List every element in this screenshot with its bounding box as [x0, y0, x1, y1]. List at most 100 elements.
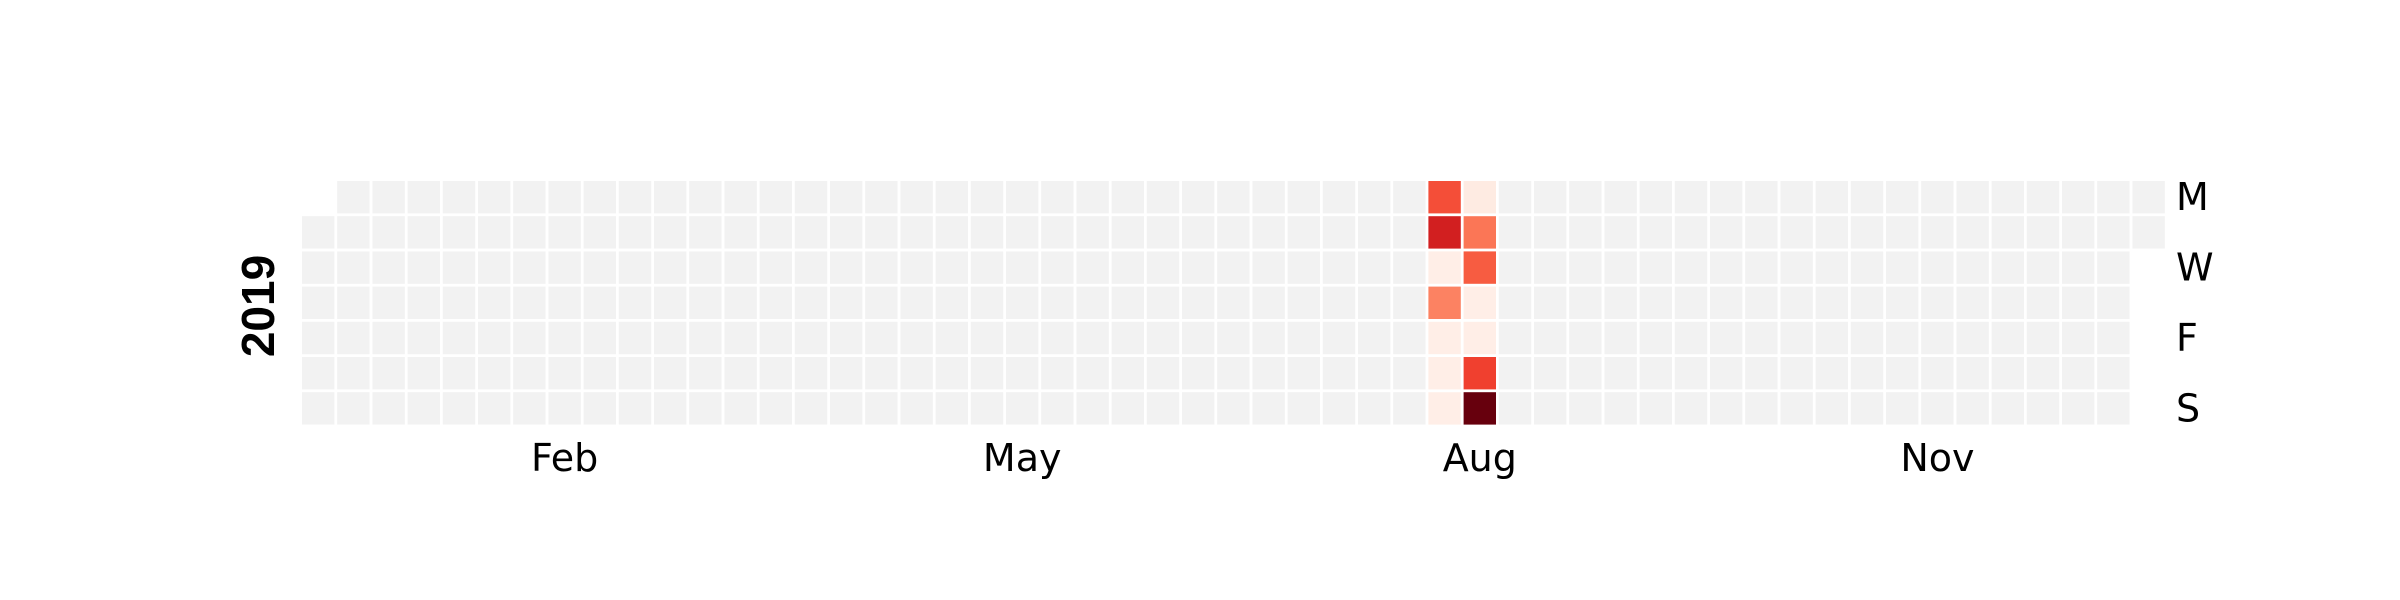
heatmap-cell-2019-04-13 — [794, 357, 828, 390]
heatmap-cell-2019-06-22 — [1146, 357, 1180, 390]
year-label: 2019 — [232, 255, 284, 357]
weekday-tick-s-row6: S — [2176, 386, 2200, 430]
heatmap-cell-2019-10-01 — [1674, 216, 1708, 249]
heatmap-cell-2019-06-11 — [1111, 216, 1144, 249]
heatmap-cell-2019-06-24 — [1182, 181, 1215, 214]
heatmap-cell-2019-03-16 — [654, 357, 687, 390]
heatmap-cell-2019-06-26 — [1182, 251, 1215, 284]
heatmap-cell-2019-09-26 — [1639, 286, 1672, 319]
heatmap-cell-2019-03-23 — [689, 357, 722, 390]
heatmap-cell-2019-04-04 — [759, 286, 792, 319]
heatmap-cell-2019-06-05 — [1076, 251, 1109, 284]
heatmap-cell-2019-11-12 — [1886, 216, 1919, 249]
heatmap-cell-2019-03-27 — [724, 251, 757, 284]
heatmap-cell-2019-08-28 — [1498, 251, 1532, 284]
heatmap-cell-2019-01-11 — [337, 321, 370, 355]
heatmap-cell-2019-12-04 — [1991, 251, 2024, 284]
heatmap-cell-2019-08-12 — [1428, 181, 1461, 214]
heatmap-cell-2019-06-18 — [1146, 216, 1180, 249]
heatmap-cell-2019-01-01 — [302, 216, 335, 249]
heatmap-cell-2019-12-09 — [2026, 181, 2060, 214]
heatmap-cell-2019-09-15 — [1569, 392, 1602, 425]
heatmap-cell-2019-07-02 — [1217, 216, 1250, 249]
heatmap-cell-2019-01-26 — [407, 357, 440, 390]
heatmap-cell-2019-08-31 — [1498, 357, 1532, 390]
heatmap-cell-2019-07-14 — [1252, 392, 1285, 425]
heatmap-cell-2019-05-15 — [970, 251, 1004, 284]
heatmap-cell-2019-11-22 — [1921, 321, 1954, 355]
heatmap-cell-2019-12-14 — [2026, 357, 2060, 390]
heatmap-cell-2019-07-11 — [1252, 286, 1285, 319]
heatmap-cell-2019-03-14 — [654, 286, 687, 319]
heatmap-cell-2019-12-02 — [1991, 181, 2024, 214]
heatmap-cell-2019-05-07 — [935, 216, 968, 249]
heatmap-cell-2019-12-23 — [2097, 181, 2130, 214]
heatmap-cell-2019-04-24 — [865, 251, 898, 284]
heatmap-cell-2019-08-07 — [1393, 251, 1426, 284]
month-tick-labels: Feb May Aug Nov — [531, 436, 1975, 480]
heatmap-cell-2019-04-02 — [759, 216, 792, 249]
heatmap-cell-2019-12-20 — [2062, 321, 2095, 355]
heatmap-cell-2019-06-29 — [1182, 357, 1215, 390]
heatmap-cell-2019-11-20 — [1921, 251, 1954, 284]
heatmap-cell-2019-07-12 — [1252, 321, 1285, 355]
heatmap-cell-2019-12-15 — [2026, 392, 2060, 425]
heatmap-cell-2019-09-16 — [1604, 181, 1637, 214]
heatmap-cell-2019-01-18 — [372, 321, 405, 355]
heatmap-cell-2019-03-30 — [724, 357, 757, 390]
heatmap-cell-2019-03-05 — [618, 216, 652, 249]
heatmap-cell-2019-10-08 — [1710, 216, 1743, 249]
heatmap-cell-2019-11-10 — [1850, 392, 1884, 425]
heatmap-cell-2019-09-17 — [1604, 216, 1637, 249]
heatmap-cell-2019-02-19 — [548, 216, 581, 249]
heatmap-cell-2019-05-03 — [900, 321, 933, 355]
heatmap-cell-2019-10-30 — [1815, 251, 1848, 284]
heatmap-cell-2019-09-24 — [1639, 216, 1672, 249]
heatmap-cell-2019-08-14 — [1428, 251, 1461, 284]
heatmap-cell-2019-03-22 — [689, 321, 722, 355]
heatmap-cell-2019-08-17 — [1428, 357, 1461, 390]
heatmap-cell-2019-11-27 — [1956, 251, 1989, 284]
heatmap-cell-2019-12-01 — [1956, 392, 1989, 425]
heatmap-cell-2019-02-05 — [478, 216, 511, 249]
heatmap-cell-2019-11-14 — [1886, 286, 1919, 319]
heatmap-cell-2019-12-26 — [2097, 286, 2130, 319]
heatmap-cell-2019-05-05 — [900, 392, 933, 425]
heatmap-cell-2019-04-14 — [794, 392, 828, 425]
heatmap-cell-2019-02-23 — [548, 357, 581, 390]
heatmap-cell-2019-11-21 — [1921, 286, 1954, 319]
heatmap-cell-2019-02-14 — [513, 286, 546, 319]
heatmap-cell-2019-06-15 — [1111, 357, 1144, 390]
heatmap-cell-2019-04-09 — [794, 216, 828, 249]
heatmap-cell-2019-10-07 — [1710, 181, 1743, 214]
heatmap-cell-2019-04-15 — [830, 181, 863, 214]
heatmap-cell-2019-03-12 — [654, 216, 687, 249]
heatmap-cell-2019-05-10 — [935, 321, 968, 355]
heatmap-cell-2019-07-25 — [1322, 286, 1356, 319]
heatmap-cell-2019-11-09 — [1850, 357, 1884, 390]
heatmap-cell-2019-08-08 — [1393, 286, 1426, 319]
heatmap-cell-2019-01-24 — [407, 286, 440, 319]
heatmap-cell-2019-06-17 — [1146, 181, 1180, 214]
heatmap-cell-2019-02-22 — [548, 321, 581, 355]
heatmap-cell-2019-05-12 — [935, 392, 968, 425]
heatmap-cell-2019-09-28 — [1639, 357, 1672, 390]
heatmap-cell-2019-04-30 — [900, 216, 933, 249]
heatmap-cell-2019-04-07 — [759, 392, 792, 425]
heatmap-cell-2019-08-06 — [1393, 216, 1426, 249]
heatmap-cell-2019-11-05 — [1850, 216, 1884, 249]
heatmap-cell-2019-05-18 — [970, 357, 1004, 390]
heatmap-cell-2019-07-30 — [1358, 216, 1391, 249]
heatmap-cell-2019-09-23 — [1639, 181, 1672, 214]
heatmap-cell-2019-06-16 — [1111, 392, 1144, 425]
heatmap-cell-2019-07-29 — [1358, 181, 1391, 214]
heatmap-cell-2019-12-28 — [2097, 357, 2130, 390]
heatmap-cell-2019-08-10 — [1393, 357, 1426, 390]
heatmap-cell-2019-05-08 — [935, 251, 968, 284]
heatmap-cells — [302, 181, 2165, 425]
heatmap-cell-2019-12-24 — [2097, 216, 2130, 249]
heatmap-cell-2019-05-30 — [1041, 286, 1074, 319]
heatmap-cell-2019-03-03 — [583, 392, 616, 425]
heatmap-cell-2019-01-31 — [442, 286, 476, 319]
heatmap-cell-2019-06-07 — [1076, 321, 1109, 355]
